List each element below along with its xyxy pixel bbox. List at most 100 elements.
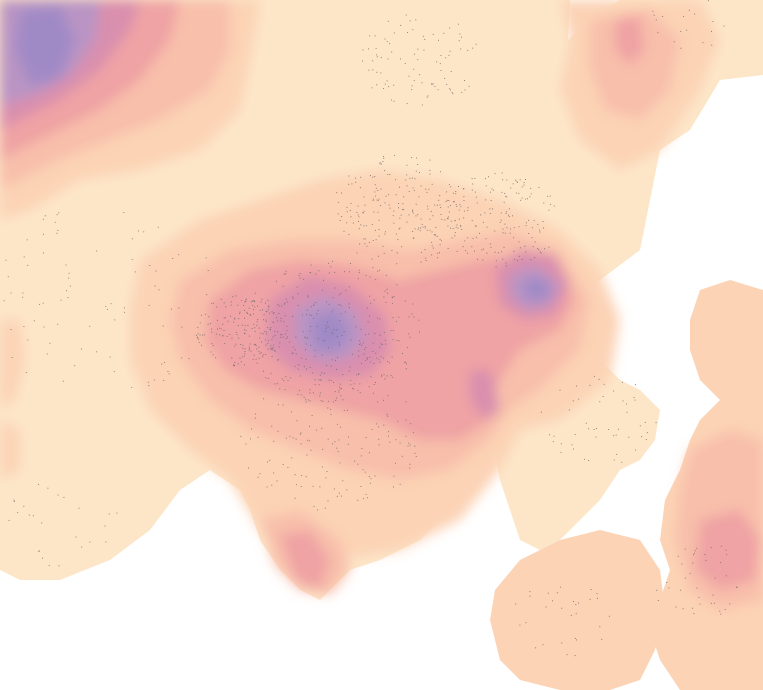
observation-point [683, 15, 685, 17]
observation-point [484, 212, 486, 214]
observation-point [376, 56, 378, 58]
observation-point [361, 448, 363, 449]
observation-point [298, 390, 300, 392]
observation-point [372, 267, 374, 269]
observation-point [299, 277, 301, 279]
observation-point [589, 598, 591, 600]
observation-point [320, 400, 322, 401]
observation-point [348, 286, 350, 288]
observation-point [413, 68, 415, 70]
observation-point [300, 394, 302, 396]
observation-point [396, 263, 398, 265]
observation-point [336, 397, 337, 399]
observation-point [258, 327, 260, 329]
observation-point [383, 374, 385, 376]
observation-point [196, 337, 198, 339]
observation-point [489, 243, 491, 245]
observation-point [255, 345, 257, 347]
observation-point [322, 340, 324, 342]
observation-point [692, 562, 694, 564]
observation-point [575, 613, 577, 615]
observation-point [635, 449, 637, 451]
observation-point [283, 273, 285, 275]
observation-point [432, 83, 434, 85]
observation-point [392, 376, 394, 378]
observation-point [692, 607, 694, 609]
observation-point [413, 80, 415, 82]
observation-point [344, 311, 346, 313]
observation-point [428, 188, 430, 190]
observation-point [258, 346, 260, 348]
observation-point [309, 367, 311, 368]
observation-point [382, 161, 384, 162]
observation-point [337, 451, 339, 453]
observation-point [243, 355, 245, 357]
observation-point [218, 327, 220, 329]
observation-point [250, 350, 252, 352]
observation-point [502, 258, 504, 260]
observation-point [362, 49, 364, 51]
observation-point [711, 44, 713, 46]
observation-point [445, 57, 447, 59]
observation-point [369, 356, 371, 358]
observation-point [662, 16, 664, 17]
observation-point [725, 575, 727, 577]
observation-point [657, 600, 659, 601]
observation-point [699, 603, 701, 605]
observation-point [113, 371, 115, 373]
observation-point [589, 384, 591, 386]
observation-point [570, 614, 572, 616]
observation-point [387, 395, 389, 397]
observation-point [405, 401, 407, 403]
observation-point [440, 171, 441, 173]
observation-point [439, 195, 441, 197]
observation-point [405, 419, 407, 421]
observation-point [257, 476, 259, 478]
observation-point [475, 225, 477, 227]
observation-point [356, 252, 358, 254]
observation-point [222, 323, 224, 325]
observation-point [315, 429, 317, 431]
observation-point [682, 608, 684, 610]
observation-point [529, 196, 531, 198]
observation-point [406, 221, 408, 223]
observation-point [407, 445, 409, 447]
observation-point [239, 311, 241, 313]
observation-point [512, 183, 514, 185]
observation-point [330, 414, 332, 416]
observation-point [106, 308, 108, 310]
observation-point [363, 498, 364, 500]
observation-point [684, 548, 686, 550]
observation-point [512, 215, 513, 217]
observation-point [333, 488, 335, 490]
observation-point [334, 287, 336, 289]
observation-point [276, 317, 277, 319]
observation-point [328, 303, 330, 305]
land-region-southeast [490, 530, 665, 690]
observation-point [571, 444, 573, 446]
observation-point [22, 292, 24, 294]
observation-point [277, 304, 279, 306]
observation-point [260, 341, 262, 343]
observation-point [401, 246, 403, 248]
observation-point [426, 96, 428, 98]
observation-point [357, 499, 359, 501]
observation-point [482, 221, 484, 223]
observation-point [333, 382, 334, 383]
observation-point [622, 381, 623, 383]
observation-point [238, 318, 240, 320]
observation-point [413, 190, 415, 192]
observation-point [332, 309, 334, 311]
observation-point [244, 301, 246, 303]
density-level-4-south [280, 530, 330, 590]
observation-point [349, 210, 351, 211]
observation-point [212, 354, 214, 356]
observation-point [389, 174, 391, 175]
observation-point [360, 328, 362, 330]
observation-point [457, 23, 459, 25]
observation-point [374, 191, 376, 193]
observation-point [379, 361, 381, 363]
observation-point [378, 235, 380, 237]
observation-point [390, 375, 392, 377]
observation-point [222, 335, 224, 337]
